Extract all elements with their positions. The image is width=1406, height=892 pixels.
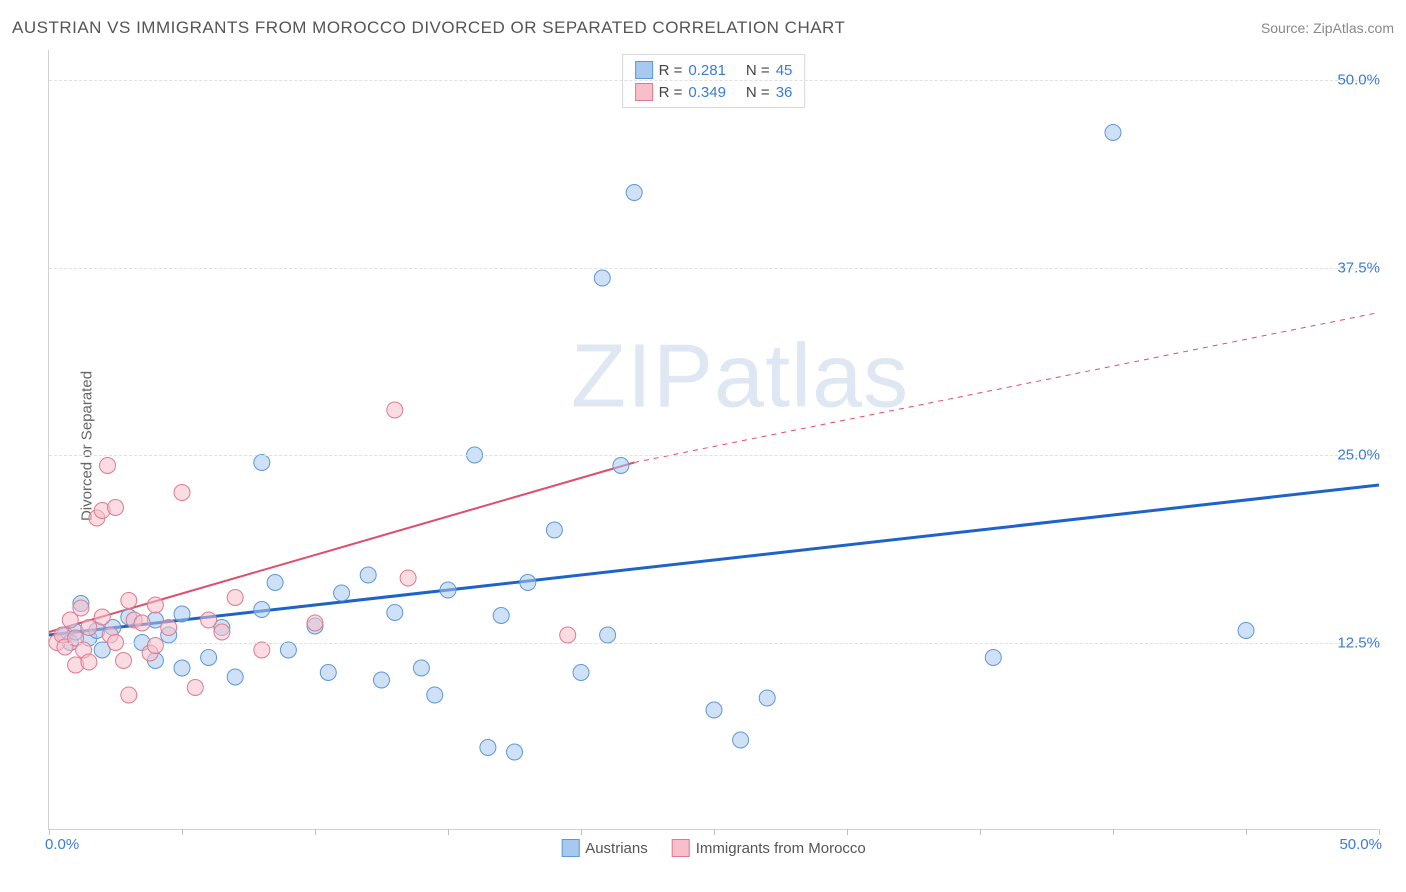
x-tick — [581, 829, 582, 835]
x-tick — [1113, 829, 1114, 835]
x-axis-min-label: 0.0% — [45, 836, 79, 853]
legend-swatch — [672, 839, 690, 857]
n-label: N = — [746, 62, 770, 79]
legend-swatch — [635, 83, 653, 101]
gridline-h — [49, 80, 1378, 81]
x-tick — [315, 829, 316, 835]
legend-stat-row: R = 0.349 N = 36 — [631, 81, 797, 103]
gridline-h — [49, 268, 1378, 269]
gridline-h — [49, 643, 1378, 644]
x-tick — [980, 829, 981, 835]
source-label: Source: ZipAtlas.com — [1261, 20, 1394, 36]
legend-stat-row: R = 0.281 N = 45 — [631, 59, 797, 81]
legend-series-item: Austrians — [561, 839, 648, 857]
scatter-svg — [49, 50, 1378, 829]
y-tick-label: 25.0% — [1337, 447, 1380, 464]
r-label: R = — [659, 62, 683, 79]
x-tick — [1246, 829, 1247, 835]
x-tick — [448, 829, 449, 835]
legend-swatch — [635, 61, 653, 79]
legend-series-label: Immigrants from Morocco — [696, 840, 866, 857]
n-value: 45 — [776, 62, 793, 79]
y-tick-label: 37.5% — [1337, 259, 1380, 276]
r-label: R = — [659, 84, 683, 101]
x-tick — [1379, 829, 1380, 835]
x-tick — [714, 829, 715, 835]
gridline-h — [49, 455, 1378, 456]
series-legend: Austrians Immigrants from Morocco — [561, 839, 866, 857]
chart-plot-area: ZIPatlas R =0.281N =45R =0.349N =36 Aust… — [48, 50, 1378, 830]
x-tick — [49, 829, 50, 835]
chart-title: AUSTRIAN VS IMMIGRANTS FROM MOROCCO DIVO… — [12, 18, 845, 38]
legend-series-item: Immigrants from Morocco — [672, 839, 866, 857]
x-axis-max-label: 50.0% — [1339, 836, 1382, 853]
legend-swatch — [561, 839, 579, 857]
n-value: 36 — [776, 84, 793, 101]
correlation-legend: R = 0.281 N = 45 R = 0.349 N = 36 — [622, 54, 806, 108]
x-tick — [182, 829, 183, 835]
y-tick-label: 12.5% — [1337, 634, 1380, 651]
y-tick-label: 50.0% — [1337, 72, 1380, 89]
n-label: N = — [746, 84, 770, 101]
r-value: 0.281 — [688, 62, 726, 79]
x-tick — [847, 829, 848, 835]
r-value: 0.349 — [688, 84, 726, 101]
legend-series-label: Austrians — [585, 840, 648, 857]
